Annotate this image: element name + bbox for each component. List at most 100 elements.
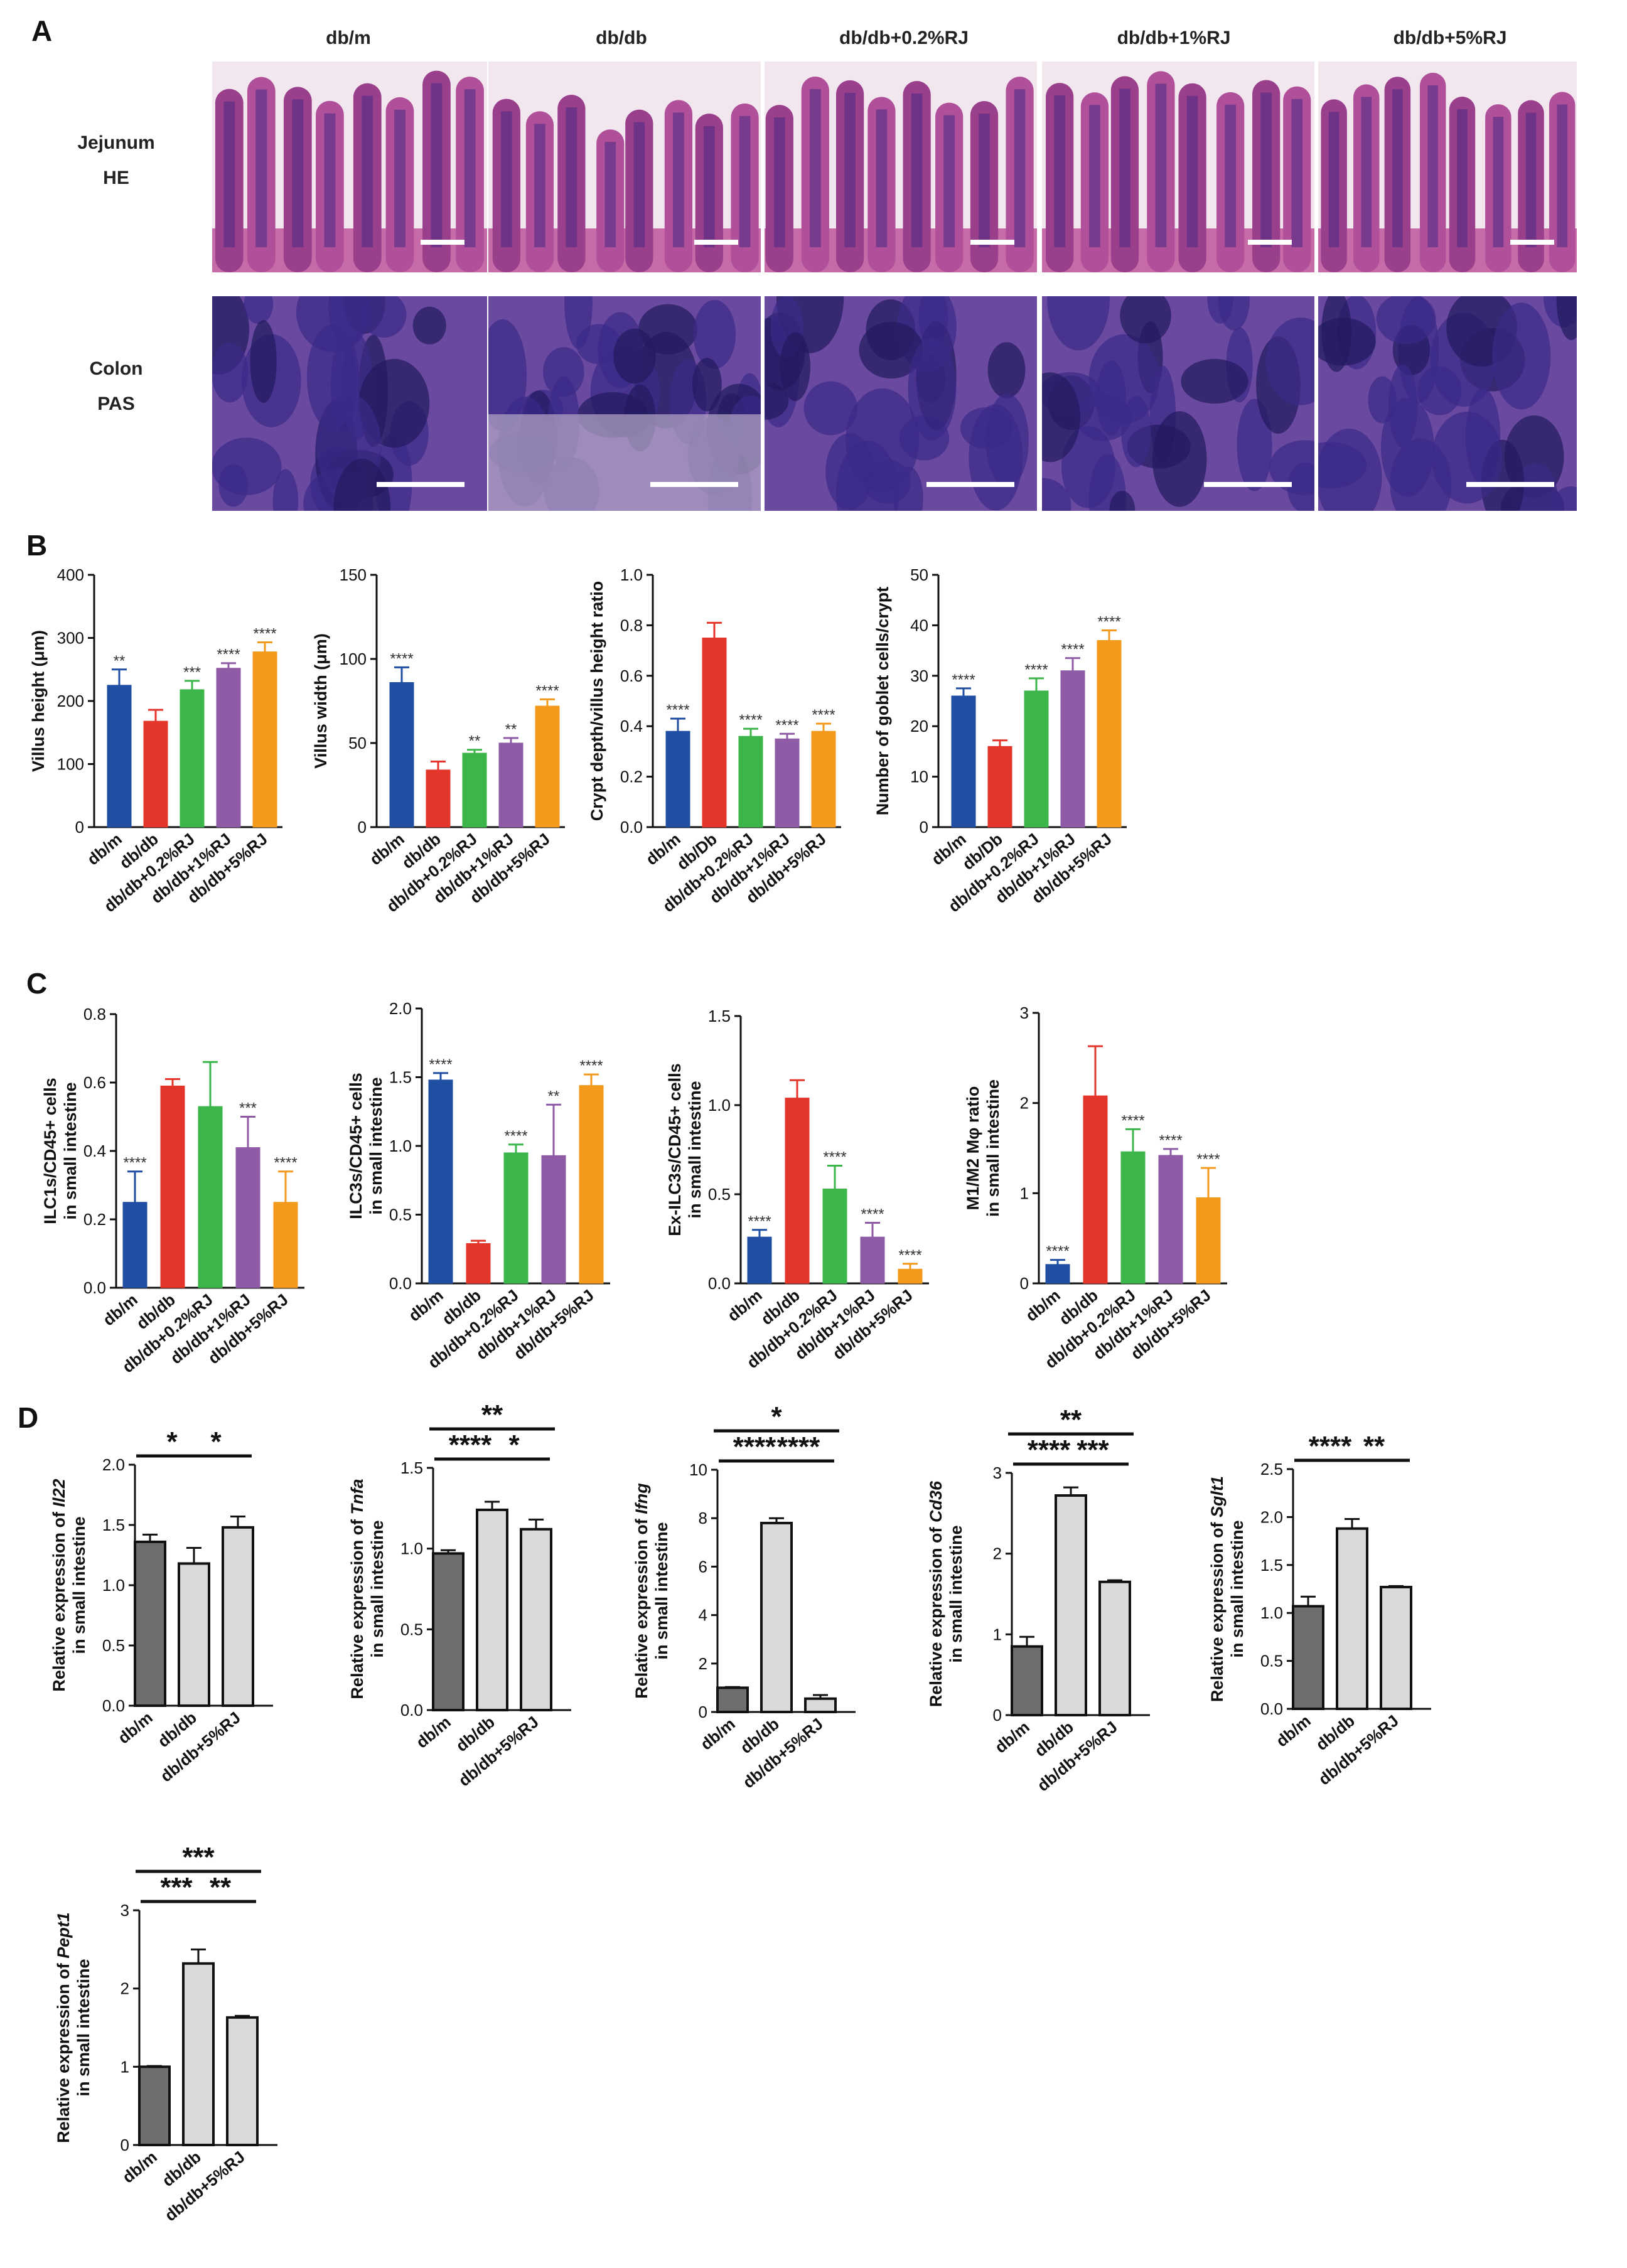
scale-bar bbox=[694, 240, 738, 245]
y-tick-label: 0 bbox=[699, 1703, 707, 1721]
bar bbox=[389, 682, 414, 828]
bar bbox=[738, 735, 763, 828]
significance-label: ** bbox=[505, 721, 517, 738]
y-tick-label: 1.0 bbox=[102, 1576, 125, 1595]
colon-pas-image bbox=[212, 296, 487, 511]
y-tick-label: 8 bbox=[699, 1509, 707, 1527]
y-tick-label: 2 bbox=[121, 1979, 129, 1998]
significance-label: **** bbox=[1046, 1243, 1069, 1260]
y-tick-label: 10 bbox=[910, 768, 928, 786]
significance-label: *** bbox=[183, 664, 201, 681]
y-tick-label: 0.0 bbox=[83, 1278, 106, 1297]
bar bbox=[811, 730, 836, 828]
bar bbox=[1060, 670, 1085, 828]
bar bbox=[1196, 1197, 1221, 1284]
y-tick-label: 4 bbox=[699, 1606, 707, 1625]
y-tick-label: 0 bbox=[1020, 1274, 1029, 1293]
colon-pas-image bbox=[488, 296, 761, 511]
bar bbox=[665, 730, 690, 828]
y-tick-label: 0.2 bbox=[620, 768, 643, 786]
bar bbox=[503, 1152, 529, 1284]
bar bbox=[747, 1236, 772, 1284]
y-tick-label: 1.5 bbox=[708, 1007, 731, 1025]
significance-label: **** bbox=[861, 1206, 884, 1222]
bar bbox=[466, 1243, 491, 1284]
bar bbox=[804, 1697, 837, 1714]
bar bbox=[498, 742, 524, 828]
panel-label-c: C bbox=[26, 967, 48, 1000]
bar bbox=[702, 638, 727, 828]
comparison-significance: ** bbox=[1363, 1431, 1385, 1462]
comparison-significance: *** bbox=[182, 1842, 215, 1873]
y-tick-label: 300 bbox=[57, 629, 84, 648]
jejunum-he-image bbox=[488, 62, 761, 272]
bar bbox=[987, 746, 1012, 828]
y-tick-label: 0.0 bbox=[102, 1696, 125, 1715]
bar bbox=[1083, 1095, 1108, 1284]
row-label-stain: PAS bbox=[97, 393, 135, 414]
y-tick-label: 6 bbox=[699, 1557, 707, 1576]
jejunum-he-image bbox=[1318, 62, 1577, 272]
significance-label: *** bbox=[239, 1100, 257, 1117]
significance-label: **** bbox=[898, 1247, 921, 1264]
scale-bar bbox=[926, 482, 1014, 487]
y-tick-label: 20 bbox=[910, 717, 928, 735]
bar bbox=[1097, 640, 1122, 828]
significance-label: **** bbox=[123, 1155, 146, 1172]
bar bbox=[476, 1508, 508, 1712]
row-label-stain: HE bbox=[103, 168, 129, 188]
y-tick-label: 0.5 bbox=[102, 1636, 125, 1655]
y-tick-label: 0.5 bbox=[708, 1185, 731, 1204]
jejunum-he-image bbox=[765, 62, 1037, 272]
scale-bar bbox=[970, 240, 1014, 245]
bar bbox=[1292, 1605, 1324, 1710]
colon-pas-image bbox=[1042, 296, 1314, 511]
comparison-significance: *** bbox=[1077, 1435, 1109, 1465]
bar bbox=[122, 1202, 148, 1288]
bar bbox=[520, 1527, 552, 1711]
colon-pas-image bbox=[765, 296, 1037, 511]
y-axis-label: Relative expression of Sglt1 bbox=[1208, 1476, 1227, 1702]
y-tick-label: 0.0 bbox=[389, 1274, 412, 1293]
y-tick-label: 150 bbox=[340, 565, 367, 584]
bar bbox=[462, 752, 487, 828]
bar bbox=[1045, 1264, 1070, 1284]
bar bbox=[1120, 1151, 1146, 1284]
y-axis-label: Relative expression of Cd36 bbox=[926, 1480, 945, 1707]
y-axis-label: ILC3s/CD45+ cells bbox=[346, 1072, 365, 1219]
comparison-significance: ** bbox=[1060, 1404, 1082, 1435]
y-tick-label: 0.8 bbox=[620, 616, 643, 634]
bar bbox=[138, 2065, 171, 2146]
bar bbox=[432, 1552, 464, 1712]
significance-label: ** bbox=[114, 653, 126, 670]
y-tick-label: 2 bbox=[699, 1654, 707, 1673]
scale-bar bbox=[377, 482, 464, 487]
bar bbox=[1024, 690, 1049, 828]
y-axis-label-line2: in small intestine bbox=[61, 1082, 80, 1219]
bar bbox=[1336, 1527, 1368, 1711]
comparison-significance: ** bbox=[210, 1872, 232, 1903]
panel-label-a: A bbox=[31, 14, 53, 47]
significance-label: **** bbox=[1024, 661, 1048, 678]
bar bbox=[535, 705, 560, 828]
y-tick-label: 0 bbox=[993, 1706, 1002, 1725]
y-tick-label: 3 bbox=[121, 1901, 129, 1920]
y-tick-label: 0.0 bbox=[1260, 1699, 1283, 1718]
significance-label: **** bbox=[504, 1128, 527, 1145]
y-tick-label: 3 bbox=[1020, 1003, 1029, 1022]
significance-label: **** bbox=[1159, 1132, 1182, 1149]
bar bbox=[198, 1106, 223, 1288]
significance-label: **** bbox=[775, 717, 798, 734]
comparison-significance: **** bbox=[1309, 1431, 1352, 1462]
scale-bar bbox=[421, 240, 464, 245]
y-tick-label: 0 bbox=[121, 2136, 129, 2154]
y-tick-label: 0 bbox=[75, 818, 84, 837]
significance-label: **** bbox=[217, 646, 240, 663]
y-tick-label: 1 bbox=[993, 1625, 1002, 1644]
y-axis-label: Relative expression of Il22 bbox=[50, 1479, 68, 1691]
bar bbox=[579, 1085, 604, 1284]
significance-label: **** bbox=[429, 1056, 452, 1073]
bar bbox=[252, 651, 277, 828]
scale-bar bbox=[1510, 240, 1554, 245]
